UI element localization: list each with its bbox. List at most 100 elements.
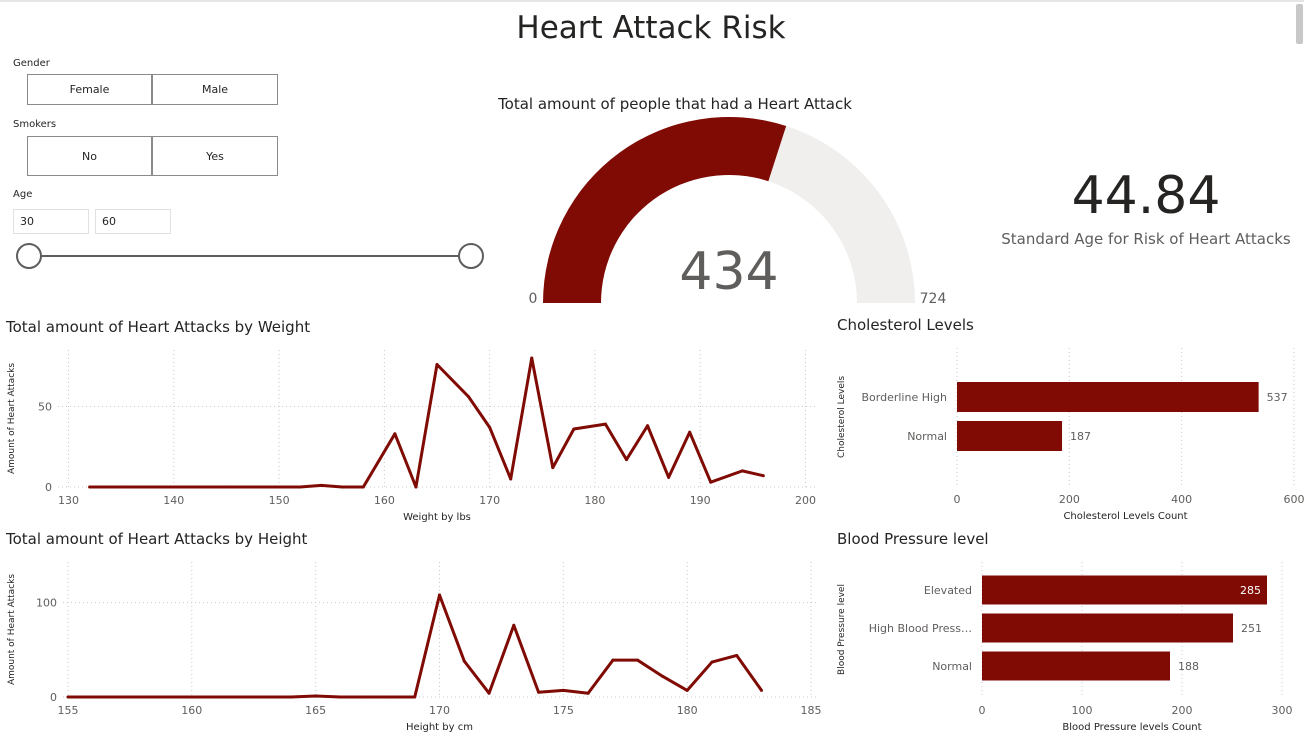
height-chart-y-tick-label: 0: [50, 691, 57, 704]
weight-chart-data-point: [625, 458, 628, 462]
weight-chart-data-point: [119, 485, 123, 489]
weight-chart-series-line: [89, 356, 764, 489]
gauge-track: [768, 126, 915, 303]
blood-pressure-chart-bar: [982, 613, 1233, 643]
height-chart-title: Total amount of Heart Attacks by Height: [6, 530, 308, 548]
cholesterol-chart-category-label: Borderline High: [861, 391, 947, 404]
blood-pressure-chart-data-label: 285: [1240, 584, 1261, 597]
weight-chart-data-point: [435, 363, 439, 367]
weight-chart-data-point: [467, 395, 471, 399]
height-line-chart: 155 160 165 170 175 180 185 0 100 Height by cm Amo…: [7, 562, 822, 733]
blood-pressure-chart-category-label: Normal: [932, 660, 972, 673]
height-chart-data-point: [388, 695, 392, 699]
blood-pressure-chart-y-axis-title: Blood Pressure level: [837, 584, 847, 675]
cholesterol-chart-bar: [957, 382, 1259, 412]
height-chart-data-point: [685, 688, 689, 692]
gender-female-button[interactable]: Female: [27, 74, 152, 105]
height-chart-data-point: [413, 695, 417, 699]
smokers-no-button[interactable]: No: [27, 136, 152, 176]
weight-chart-x-tick-label: 170: [479, 494, 500, 507]
height-chart-data-point: [66, 695, 70, 699]
gauge-title: Total amount of people that had a Heart …: [498, 95, 852, 113]
weight-chart-data-point: [414, 485, 418, 489]
height-chart-data-point: [636, 658, 640, 662]
height-chart-x-tick-label: 170: [429, 704, 450, 717]
age-min-input[interactable]: 30: [13, 209, 89, 234]
height-chart-data-point: [338, 695, 342, 699]
blood-pressure-chart-x-axis-title: Blood Pressure levels Count: [1062, 722, 1201, 733]
weight-chart-data-point: [709, 480, 713, 484]
height-chart-data-point: [462, 659, 466, 663]
gender-male-button[interactable]: Male: [152, 74, 278, 105]
cholesterol-chart-y-axis-title: Cholesterol Levels: [837, 376, 847, 458]
blood-pressure-chart-title: Blood Pressure level: [837, 530, 989, 548]
weight-chart-title: Total amount of Heart Attacks by Weight: [6, 318, 311, 336]
weight-line-chart: 130 140 150 160 170 180 190 200 0 50 Weight by lbs…: [7, 350, 816, 523]
age-max-input[interactable]: 60: [95, 209, 171, 234]
height-chart-data-point: [586, 691, 590, 695]
weight-chart-data-point: [572, 427, 576, 431]
blood-pressure-chart-category-label: Elevated: [924, 584, 972, 597]
age-slider-track[interactable]: [29, 255, 471, 257]
age-slider-min-handle[interactable]: [16, 243, 42, 269]
weight-chart-data-point: [646, 424, 650, 428]
height-chart-y-tick-label: 100: [36, 597, 57, 610]
heart-attack-gauge: 434 0 724: [529, 117, 946, 307]
height-chart-data-point: [314, 694, 318, 698]
cholesterol-chart-x-tick-label: 0: [954, 493, 961, 506]
weight-chart-y-axis-title: Amount of Heart Attacks: [7, 363, 17, 474]
smokers-slicer-label: Smokers: [13, 119, 57, 130]
blood-pressure-chart-x-tick-label: 0: [979, 704, 986, 717]
blood-pressure-bar-chart: 0 100 200 300 Elevated 285 High Blood Press… 25…: [837, 562, 1293, 733]
height-chart-data-point: [190, 695, 194, 699]
height-chart-data-point: [611, 658, 615, 662]
weight-chart-x-tick-label: 130: [58, 494, 79, 507]
weight-chart-data-point: [172, 485, 176, 489]
height-chart-y-axis-title: Amount of Heart Attacks: [7, 574, 17, 685]
scrollbar[interactable]: [1296, 4, 1303, 44]
height-chart-data-point: [760, 688, 764, 692]
weight-chart-x-tick-label: 160: [374, 494, 395, 507]
weight-chart-data-point: [393, 432, 397, 436]
kpi-value: 44.84: [1071, 166, 1221, 226]
gauge-fill: [543, 117, 787, 303]
gender-slicer-label: Gender: [13, 58, 50, 69]
blood-pressure-chart-data-label: 251: [1241, 622, 1262, 635]
blood-pressure-chart-x-tick-label: 100: [1072, 704, 1093, 717]
weight-chart-data-point: [667, 475, 671, 479]
weight-chart-data-point: [361, 485, 365, 489]
weight-chart-x-tick-label: 200: [795, 494, 816, 507]
weight-chart-data-point: [224, 485, 228, 489]
height-chart-x-axis-title: Height by cm: [406, 722, 473, 733]
weight-chart-x-tick-label: 190: [690, 494, 711, 507]
weight-chart-data-point: [277, 485, 281, 489]
cholesterol-chart-data-label: 537: [1267, 391, 1288, 404]
weight-chart-data-point: [740, 469, 744, 473]
cholesterol-chart-category-label: Normal: [907, 430, 947, 443]
gauge-min-label: 0: [529, 291, 538, 307]
weight-chart-data-point: [340, 485, 344, 489]
weight-chart-data-point: [509, 477, 513, 481]
weight-chart-y-tick-label: 50: [38, 400, 52, 413]
height-chart-data-point: [487, 691, 491, 695]
height-chart-data-point: [735, 653, 739, 657]
kpi-label: Standard Age for Risk of Heart Attacks: [1001, 230, 1291, 248]
height-chart-data-point: [363, 695, 367, 699]
weight-chart-data-point: [319, 483, 323, 487]
top-border: [0, 0, 1304, 2]
page-title: Heart Attack Risk: [516, 10, 786, 46]
weight-chart-x-axis-title: Weight by lbs: [403, 512, 471, 523]
smokers-yes-button[interactable]: Yes: [152, 136, 278, 176]
height-chart-data-point: [512, 623, 516, 627]
weight-chart-data-point: [298, 485, 302, 489]
height-chart-data-point: [660, 674, 664, 678]
height-chart-x-tick-label: 180: [677, 704, 698, 717]
weight-chart-y-tick-label: 0: [45, 481, 52, 494]
weight-chart-x-tick-label: 180: [584, 494, 605, 507]
blood-pressure-chart-bar: [982, 651, 1170, 681]
height-chart-x-tick-label: 155: [57, 704, 78, 717]
cholesterol-chart-x-axis-title: Cholesterol Levels Count: [1063, 511, 1187, 522]
height-chart-data-point: [710, 660, 714, 664]
age-slider-max-handle[interactable]: [458, 243, 484, 269]
cholesterol-chart-x-tick-label: 600: [1284, 493, 1304, 506]
